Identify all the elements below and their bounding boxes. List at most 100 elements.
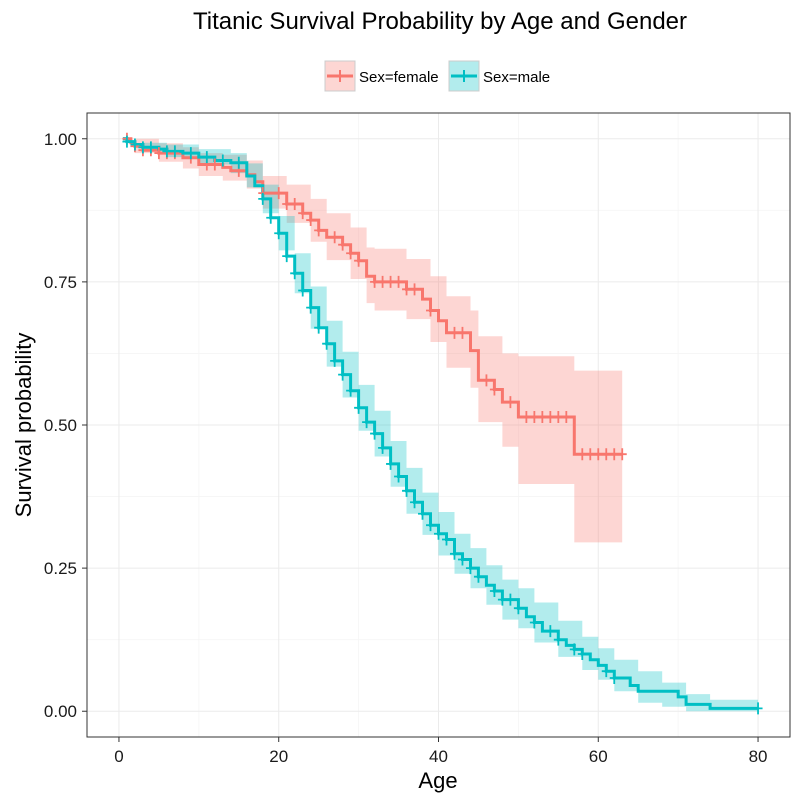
censor-mark-female: [481, 374, 491, 387]
censor-mark-female: [314, 224, 324, 237]
censor-mark-female: [346, 247, 356, 260]
censor-mark-male: [609, 672, 619, 685]
censor-mark-male: [465, 562, 475, 575]
y-axis-title: Survival probability: [11, 333, 36, 518]
censor-mark-male: [122, 135, 132, 148]
censor-mark-male: [426, 519, 436, 532]
legend-label-female: Sex=female: [359, 69, 439, 86]
censor-mark-female: [394, 275, 404, 288]
censor-mark-male: [418, 507, 428, 520]
y-tick-label: 0.00: [44, 702, 77, 721]
censor-mark-male: [434, 527, 443, 540]
censor-mark-male: [489, 585, 499, 598]
censor-mark-female: [402, 283, 412, 296]
censor-mark-male: [258, 192, 268, 205]
censor-mark-male: [162, 145, 172, 158]
legend-item-male[interactable]: Sex=male: [448, 60, 550, 92]
censor-mark-male: [378, 441, 388, 454]
censor-mark-female: [386, 275, 396, 288]
censor-mark-male: [402, 484, 412, 497]
censor-mark-male: [569, 643, 579, 656]
censor-mark-male: [146, 141, 156, 154]
censor-mark-female: [410, 283, 420, 296]
censor-mark-male: [545, 625, 555, 638]
censor-mark-male: [202, 151, 212, 164]
censor-mark-male: [441, 533, 451, 546]
censor-mark-male: [346, 384, 356, 397]
censor-mark-female: [521, 410, 531, 423]
censor-mark-female: [370, 275, 380, 288]
censor-mark-male: [298, 284, 308, 297]
censor-mark-female: [378, 275, 388, 288]
censor-marks: [122, 132, 763, 715]
censor-mark-female: [354, 254, 364, 267]
censor-mark-male: [601, 665, 611, 678]
censor-mark-male: [449, 547, 459, 560]
grid: [87, 113, 790, 737]
x-tick-label: 60: [589, 747, 608, 766]
censor-mark-male: [505, 593, 515, 606]
censor-mark-male: [753, 702, 763, 715]
y-tick-label: 0.50: [44, 416, 77, 435]
censor-mark-female: [537, 410, 547, 423]
censor-mark-male: [234, 156, 244, 169]
y-tick-label: 1.00: [44, 130, 77, 149]
legend-label-male: Sex=male: [483, 69, 550, 86]
censor-mark-female: [426, 304, 436, 317]
censor-mark-female: [489, 383, 499, 396]
censor-mark-female: [154, 147, 164, 160]
legend-item-female[interactable]: Sex=female: [324, 60, 439, 92]
censor-mark-female: [561, 410, 571, 423]
censor-mark-female: [529, 410, 539, 423]
censor-mark-female: [282, 198, 292, 211]
censor-mark-female: [601, 448, 611, 461]
censor-mark-female: [593, 448, 603, 461]
censor-mark-male: [497, 593, 507, 606]
x-tick-label: 0: [114, 747, 123, 766]
axes: 0 20 40 60 80 0.00 0.25 0.50 0.75 1.00: [44, 130, 768, 766]
x-tick-label: 20: [269, 747, 288, 766]
censor-mark-female: [306, 214, 316, 227]
censor-mark-male: [282, 250, 292, 263]
legend: Sex=female Sex=male: [324, 60, 550, 92]
censor-mark-male: [362, 416, 372, 429]
censor-mark-male: [306, 301, 316, 314]
censor-mark-male: [290, 267, 300, 280]
censor-mark-female: [338, 238, 348, 251]
censor-mark-male: [338, 368, 348, 381]
x-axis-title: Age: [418, 768, 457, 793]
censor-mark-female: [553, 410, 563, 423]
y-tick-label: 0.25: [44, 559, 77, 578]
censor-mark-male: [186, 147, 196, 160]
censor-mark-male: [314, 321, 324, 334]
censor-mark-female: [449, 326, 459, 339]
censor-mark-male: [266, 211, 276, 224]
censor-mark-male: [370, 427, 380, 440]
censor-mark-male: [394, 470, 404, 483]
censor-mark-male: [170, 145, 180, 158]
censor-mark-female: [609, 448, 619, 461]
censor-mark-male: [330, 354, 340, 367]
censor-mark-female: [210, 158, 220, 171]
censor-mark-male: [473, 570, 483, 583]
censor-mark-female: [617, 448, 627, 461]
censor-mark-male: [513, 602, 523, 615]
censor-mark-female: [505, 396, 515, 409]
censor-mark-female: [585, 448, 595, 461]
censor-mark-female: [290, 198, 300, 211]
censor-mark-male: [577, 647, 587, 660]
x-tick-label: 40: [429, 747, 448, 766]
censor-mark-female: [577, 448, 587, 461]
censor-mark-female: [274, 187, 284, 200]
censor-mark-male: [274, 227, 284, 240]
censor-mark-female: [457, 326, 467, 339]
censor-mark-female: [330, 231, 340, 244]
censor-mark-male: [410, 496, 420, 509]
censor-mark-male: [218, 154, 228, 167]
x-tick-label: 80: [749, 747, 768, 766]
censor-mark-female: [298, 207, 308, 220]
censor-mark-male: [322, 337, 332, 350]
censor-mark-male: [130, 138, 140, 151]
